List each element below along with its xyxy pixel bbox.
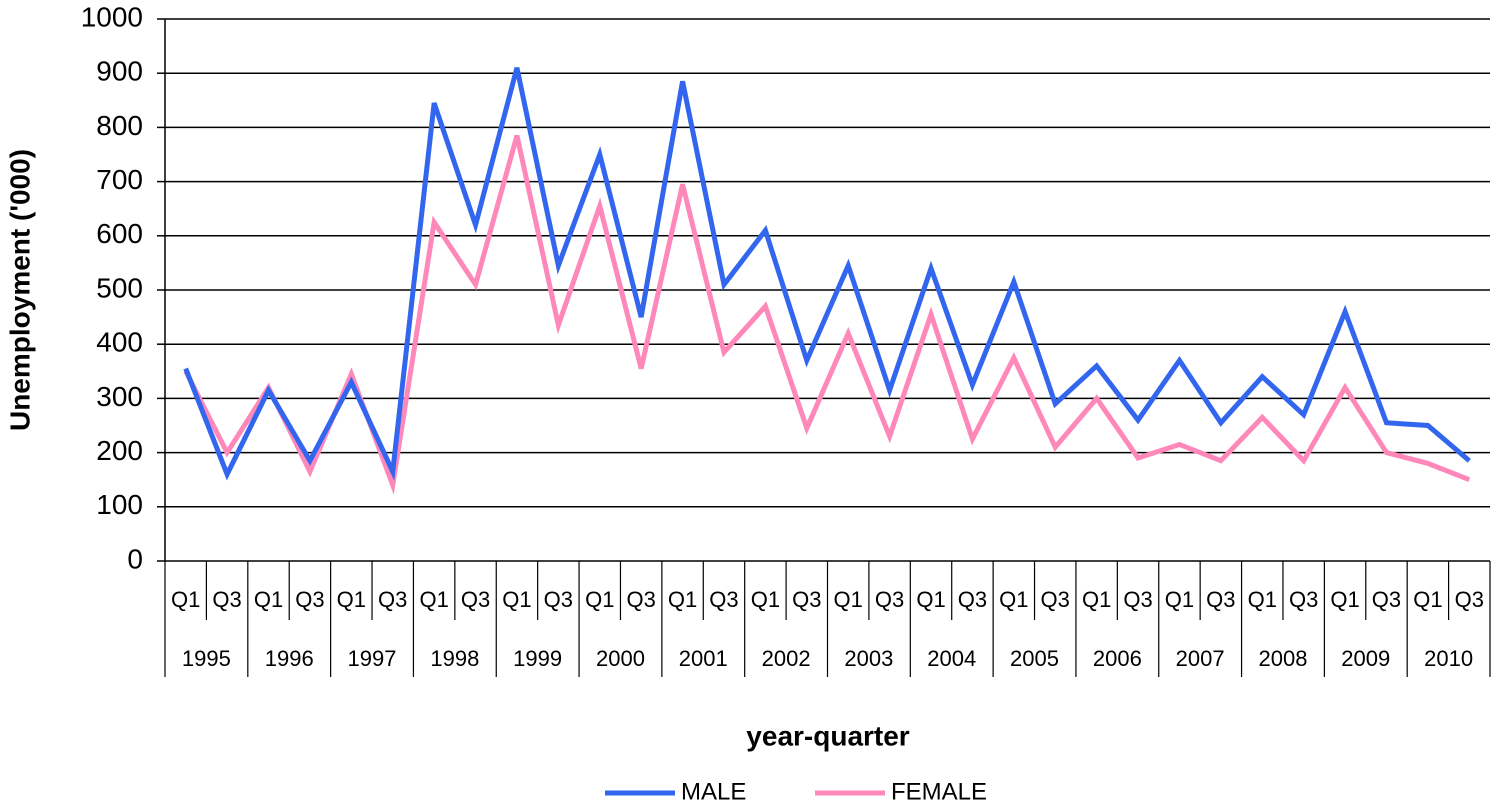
x-tick-label: Q3 — [1289, 587, 1318, 612]
x-group-label: 2003 — [844, 646, 893, 671]
x-group-label: 1995 — [182, 646, 231, 671]
x-tick-label: Q3 — [212, 587, 241, 612]
x-tick-label: Q3 — [544, 587, 573, 612]
x-tick-label: Q1 — [834, 587, 863, 612]
x-group-label: 2000 — [596, 646, 645, 671]
y-axis-title: Unemployment ('000) — [4, 149, 35, 431]
x-tick-label: Q1 — [171, 587, 200, 612]
y-tick-label: 400 — [96, 327, 143, 358]
x-axis-title: year-quarter — [746, 720, 910, 751]
x-group-label: 1999 — [513, 646, 562, 671]
x-tick-label: Q1 — [1413, 587, 1442, 612]
y-tick-label: 300 — [96, 381, 143, 412]
y-tick-label: 100 — [96, 489, 143, 520]
x-tick-label: Q3 — [1123, 587, 1152, 612]
x-tick-label: Q1 — [254, 587, 283, 612]
series-line — [183, 67, 1471, 481]
x-tick-label: Q1 — [419, 587, 448, 612]
x-tick-label: Q3 — [958, 587, 987, 612]
x-tick-label: Q1 — [1330, 587, 1359, 612]
x-group-label: 2008 — [1258, 646, 1307, 671]
x-tick-label: Q3 — [1206, 587, 1235, 612]
y-tick-label: 900 — [96, 56, 143, 87]
x-tick-label: Q3 — [378, 587, 407, 612]
x-tick-label: Q1 — [1248, 587, 1277, 612]
x-tick-label: Q1 — [751, 587, 780, 612]
x-tick-label: Q3 — [1455, 587, 1484, 612]
x-tick-label: Q1 — [337, 587, 366, 612]
x-group-label: 2005 — [1010, 646, 1059, 671]
x-tick-label: Q3 — [709, 587, 738, 612]
x-tick-label: Q3 — [1041, 587, 1070, 612]
x-group-label: 2004 — [927, 646, 976, 671]
x-tick-label: Q1 — [1082, 587, 1111, 612]
x-group-label: 1996 — [265, 646, 314, 671]
x-group-label: 2010 — [1424, 646, 1473, 671]
x-group-label: 2002 — [762, 646, 811, 671]
x-group-label: 1997 — [348, 646, 397, 671]
x-tick-label: Q1 — [585, 587, 614, 612]
x-tick-label: Q3 — [295, 587, 324, 612]
x-tick-label: Q1 — [916, 587, 945, 612]
x-tick-label: Q3 — [792, 587, 821, 612]
x-tick-label: Q3 — [875, 587, 904, 612]
x-group-label: 2001 — [679, 646, 728, 671]
y-tick-label: 700 — [96, 164, 143, 195]
legend-label: FEMALE — [891, 778, 987, 805]
y-tick-label: 0 — [127, 543, 143, 574]
y-tick-label: 500 — [96, 272, 143, 303]
legend-label: MALE — [681, 778, 746, 805]
x-group-label: 1998 — [430, 646, 479, 671]
y-tick-label: 800 — [96, 110, 143, 141]
x-tick-label: Q3 — [626, 587, 655, 612]
x-group-label: 2006 — [1093, 646, 1142, 671]
x-tick-label: Q1 — [668, 587, 697, 612]
x-tick-label: Q1 — [502, 587, 531, 612]
y-tick-label: 1000 — [81, 1, 143, 32]
x-tick-label: Q1 — [1165, 587, 1194, 612]
series-line — [183, 134, 1471, 495]
x-group-label: 2007 — [1176, 646, 1225, 671]
y-tick-label: 600 — [96, 218, 143, 249]
y-tick-label: 200 — [96, 435, 143, 466]
x-tick-label: Q3 — [461, 587, 490, 612]
x-tick-label: Q3 — [1372, 587, 1401, 612]
x-group-label: 2009 — [1341, 646, 1390, 671]
x-tick-label: Q1 — [999, 587, 1028, 612]
